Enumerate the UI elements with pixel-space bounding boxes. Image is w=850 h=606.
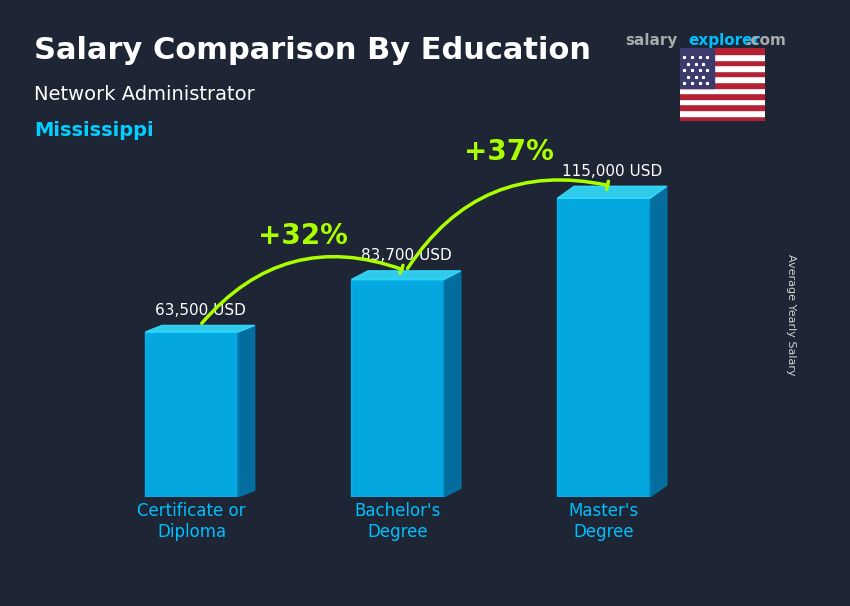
Bar (680, 65, 765, 71)
Text: +37%: +37% (464, 138, 554, 165)
Bar (680, 71, 765, 76)
Text: Average Yearly Salary: Average Yearly Salary (785, 255, 796, 376)
Polygon shape (650, 186, 666, 497)
Bar (680, 59, 765, 65)
Bar (351, 279, 444, 497)
Bar (680, 48, 714, 88)
Text: .com: .com (745, 33, 786, 48)
Bar (680, 54, 765, 59)
Bar (680, 99, 765, 104)
Bar (680, 88, 765, 93)
Polygon shape (351, 271, 461, 279)
Text: 115,000 USD: 115,000 USD (562, 164, 662, 179)
Text: +32%: +32% (258, 222, 348, 250)
Bar (558, 198, 650, 497)
Text: salary: salary (625, 33, 677, 48)
Text: Mississippi: Mississippi (34, 121, 154, 140)
Text: Salary Comparison By Education: Salary Comparison By Education (34, 36, 591, 65)
Polygon shape (444, 271, 461, 497)
Text: 83,700 USD: 83,700 USD (360, 248, 451, 263)
Text: 63,500 USD: 63,500 USD (155, 302, 246, 318)
Bar (680, 93, 765, 99)
Text: explorer: explorer (688, 33, 761, 48)
Bar (680, 104, 765, 110)
Bar (680, 76, 765, 82)
Bar (680, 82, 765, 88)
Text: Network Administrator: Network Administrator (34, 85, 255, 104)
Bar (680, 110, 765, 116)
Bar (145, 332, 238, 497)
Polygon shape (145, 325, 255, 332)
Bar (680, 116, 765, 121)
Polygon shape (558, 186, 666, 198)
Bar (680, 48, 765, 54)
Polygon shape (238, 325, 255, 497)
